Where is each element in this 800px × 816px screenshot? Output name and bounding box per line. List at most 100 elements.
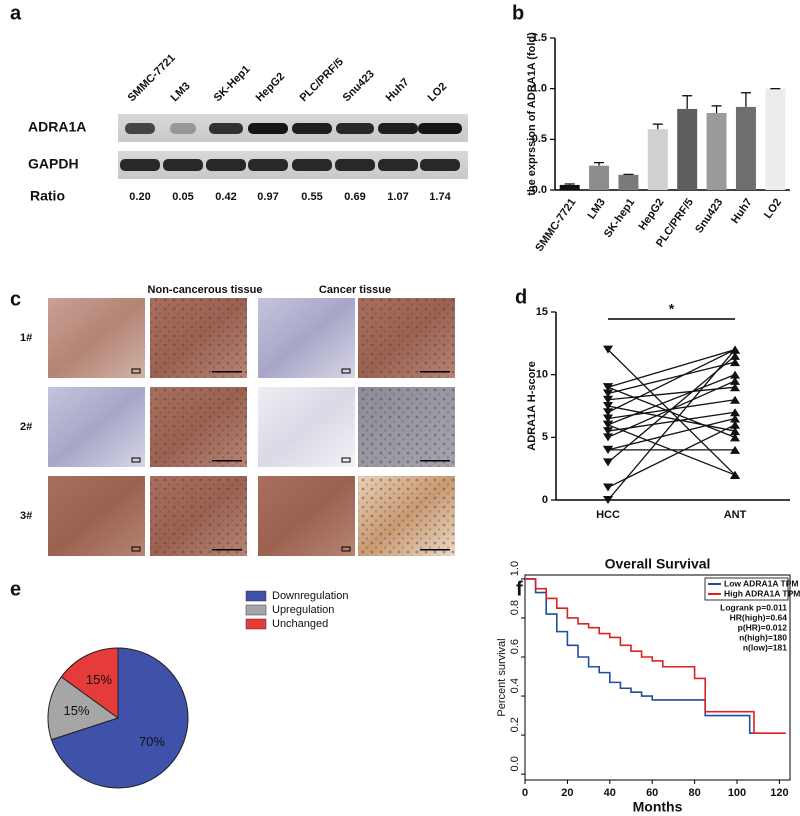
x-tick-label: SMMC-7721 xyxy=(533,197,578,254)
blot-band xyxy=(209,123,243,134)
blot-band xyxy=(206,159,246,171)
legend-label: Low ADRA1A TPM xyxy=(724,578,798,588)
ratio-value: 0.42 xyxy=(215,191,236,203)
legend-swatch xyxy=(245,604,267,616)
x-tick-label: 0 xyxy=(522,787,528,799)
y-tick-label: 0 xyxy=(542,494,548,506)
legend-box xyxy=(704,577,789,601)
pair-line xyxy=(607,355,736,463)
ant-marker xyxy=(730,383,740,392)
bar xyxy=(735,106,756,190)
row-label: 1# xyxy=(20,332,32,344)
ant-marker xyxy=(730,345,740,354)
panel-label: c xyxy=(10,288,21,310)
chart-title: Overall Survival xyxy=(605,556,711,572)
blot-band xyxy=(292,159,332,171)
blot-band xyxy=(163,159,203,171)
y-tick-label: 0.2 xyxy=(509,717,521,732)
ratio-value: 0.55 xyxy=(301,191,322,203)
ratio-value: 0.05 xyxy=(172,191,193,203)
tissue-texture xyxy=(150,298,247,378)
x-axis-label: Months xyxy=(633,799,683,815)
lane-label: PLC/PRF/5 xyxy=(298,56,346,104)
x-tick-label: HepG2 xyxy=(636,197,666,233)
error-bar xyxy=(682,95,693,109)
pie-label: 15% xyxy=(86,672,112,687)
stat-annotation: n(low)=181 xyxy=(743,642,787,652)
survival-curve xyxy=(525,578,759,734)
ant-marker xyxy=(730,445,740,454)
pair-line xyxy=(607,386,736,401)
hcc-marker xyxy=(603,420,613,429)
blot-band xyxy=(378,123,418,134)
error-bar xyxy=(594,162,605,166)
bar xyxy=(677,108,698,190)
error-bar xyxy=(740,92,751,107)
bar xyxy=(559,184,580,190)
ant-marker xyxy=(730,370,740,379)
blot-band xyxy=(418,123,462,134)
x-tick-label: LM3 xyxy=(585,197,607,222)
hcc-marker xyxy=(603,445,613,454)
ant-marker xyxy=(730,376,740,385)
panel-label: f xyxy=(516,578,523,600)
hcc-marker xyxy=(603,496,613,504)
bar xyxy=(765,88,786,190)
legend-label: Downregulation xyxy=(272,590,348,602)
lane-label: Snu423 xyxy=(341,68,377,104)
bar xyxy=(589,165,610,190)
legend-label: High ADRA1A TPM xyxy=(724,588,800,598)
legend-swatch xyxy=(245,618,267,630)
survival-curve xyxy=(525,578,786,734)
tissue-texture xyxy=(150,476,247,556)
protein-label: ADRA1A xyxy=(28,119,86,135)
protein-label: GAPDH xyxy=(28,156,79,172)
x-tick-label: LO2 xyxy=(762,197,784,221)
legend-label: Unchanged xyxy=(272,618,328,630)
tissue-texture xyxy=(150,387,247,467)
hcc-marker xyxy=(603,345,613,354)
blot-band xyxy=(336,123,374,134)
scale-bar xyxy=(212,371,242,373)
tissue-texture xyxy=(358,387,455,467)
y-tick-label: 0.0 xyxy=(532,184,547,196)
ratio-label: Ratio xyxy=(30,188,65,204)
pie-label: 70% xyxy=(139,734,165,749)
y-axis-label: Percent survival xyxy=(496,638,508,716)
scale-bar xyxy=(131,546,141,552)
y-tick-label: 1.5 xyxy=(532,32,547,44)
legend-swatch xyxy=(245,590,267,602)
blot-band xyxy=(420,159,460,171)
blot-band xyxy=(378,159,418,171)
scale-bar xyxy=(212,549,242,551)
bar xyxy=(618,174,639,190)
x-tick-label: 40 xyxy=(604,787,616,799)
y-tick-label: 10 xyxy=(536,369,548,381)
lane-label: HepG2 xyxy=(254,71,288,105)
ratio-value: 1.07 xyxy=(387,191,408,203)
y-tick-label: 0.8 xyxy=(509,600,521,615)
blot-band xyxy=(248,159,288,171)
scale-bar xyxy=(341,457,351,463)
lane-label: SK-Hep1 xyxy=(212,63,253,104)
blot-band xyxy=(170,123,196,134)
hcc-marker xyxy=(603,427,613,436)
x-tick-label: Huh7 xyxy=(729,197,755,226)
panel-label: b xyxy=(512,2,524,24)
hcc-marker xyxy=(603,433,613,442)
y-tick-label: 0.6 xyxy=(509,639,521,654)
tissue-image xyxy=(258,298,355,378)
stat-annotation: HR(high)=0.64 xyxy=(730,612,788,622)
hcc-marker xyxy=(603,383,613,392)
significance-star: * xyxy=(669,301,675,317)
ant-marker xyxy=(730,433,740,442)
hcc-marker xyxy=(603,408,613,417)
tissue-image xyxy=(258,476,355,556)
pie-slice xyxy=(50,647,189,789)
error-bar xyxy=(711,105,722,113)
scale-bar xyxy=(420,371,450,373)
y-tick-label: 1.0 xyxy=(532,83,547,95)
x-tick-label: 80 xyxy=(688,787,700,799)
blot-band xyxy=(120,159,160,171)
x-tick-label: 120 xyxy=(770,787,788,799)
